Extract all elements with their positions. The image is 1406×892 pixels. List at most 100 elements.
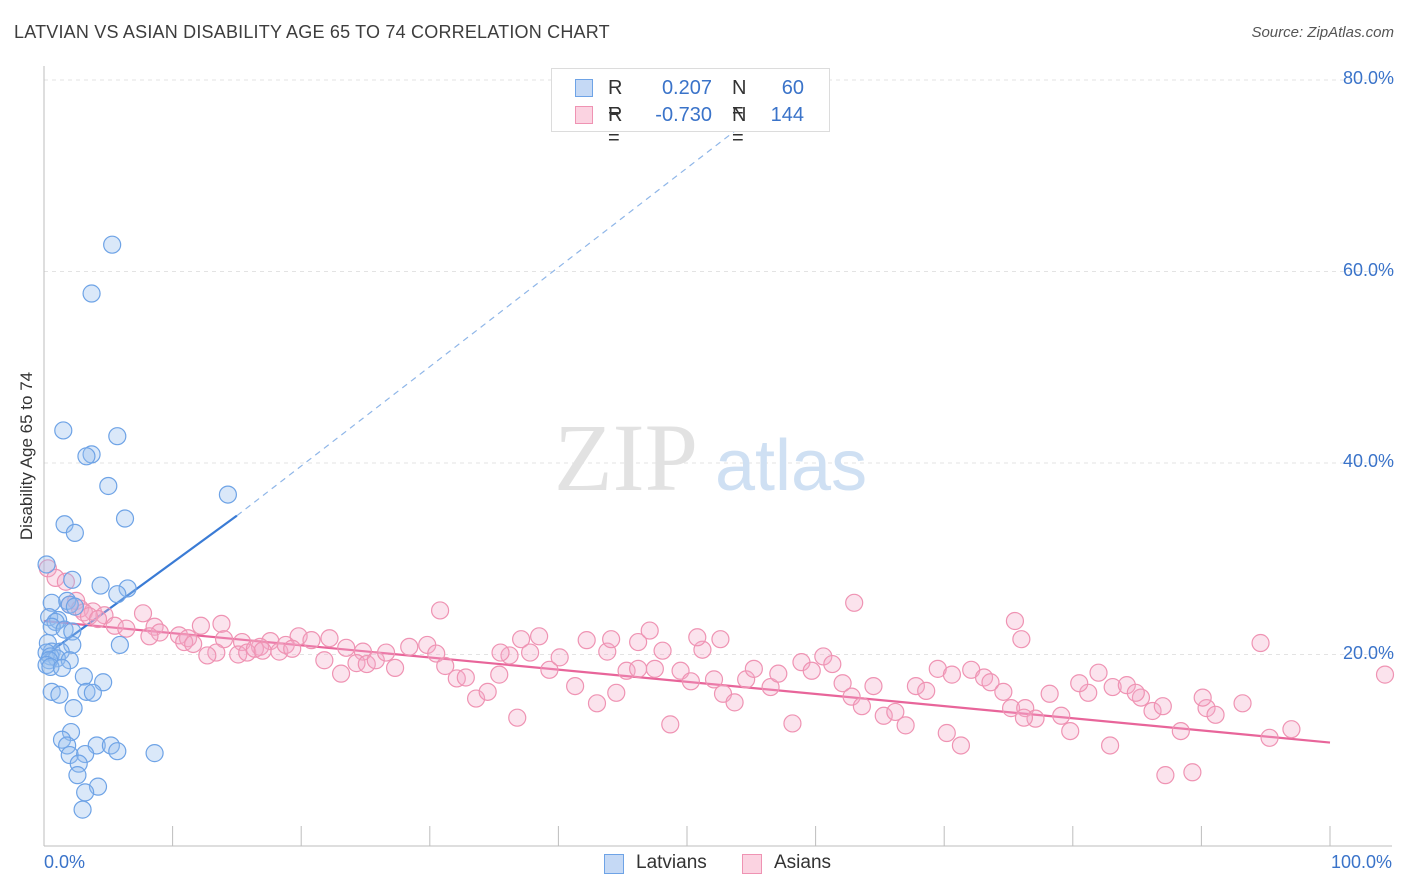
latvians-point (63, 635, 82, 655)
latvians-point (91, 576, 110, 595)
asians-point (400, 637, 419, 656)
asians-point (917, 681, 936, 700)
latvians-point (37, 555, 56, 574)
latvians-point (50, 685, 69, 704)
asians-point (376, 643, 396, 662)
asians-point (456, 668, 475, 687)
asians-point (385, 658, 405, 678)
n-value: 60 (781, 77, 804, 99)
y-tick-label: 80.0% (1342, 68, 1394, 88)
source-label: Source: ZipAtlas.com (1251, 24, 1394, 41)
asians-point (874, 706, 893, 725)
asians-point (302, 631, 321, 650)
asians-point (521, 643, 540, 662)
asians-point (540, 660, 559, 679)
latvians-point (65, 597, 84, 616)
latvians-point (74, 667, 93, 686)
asians-point (896, 716, 915, 735)
asians-point (937, 723, 956, 743)
asians-point (1282, 720, 1301, 739)
asians-point (1061, 721, 1080, 741)
latvians-point (99, 476, 118, 496)
asians-point (1103, 677, 1122, 697)
watermark: ZIP atlas (554, 404, 867, 511)
asians-point (951, 736, 971, 755)
asians-point (645, 659, 664, 678)
asians-point (1233, 694, 1252, 713)
latvians-point (68, 766, 87, 785)
asians-point (704, 670, 724, 689)
asians-point (577, 631, 596, 650)
asians-point (566, 676, 585, 696)
asians-point (1171, 721, 1190, 741)
latvians-point (83, 683, 102, 702)
latvians-swatch (575, 79, 593, 97)
asians-point (587, 694, 607, 713)
asians-point (942, 665, 962, 684)
asians-point (478, 682, 497, 701)
latvians-point (76, 744, 95, 764)
x-tick-min: 0.0% (44, 852, 86, 872)
asians-point (427, 644, 446, 663)
asians-point (1251, 633, 1270, 653)
asians-point (214, 630, 234, 649)
asians-point (783, 714, 802, 733)
asians-point (283, 639, 302, 658)
latvians-point (77, 447, 96, 466)
latvians-point (108, 585, 127, 604)
latvians-point (52, 730, 72, 749)
asians-legend-label: Asians (774, 852, 832, 873)
asians-point (1012, 630, 1031, 649)
asians-point (852, 697, 871, 716)
asians-point (212, 614, 231, 633)
latvians-point (82, 284, 101, 303)
x-tick-max: 100.0% (1330, 852, 1392, 872)
asians-point (105, 616, 124, 635)
asians-point (175, 632, 194, 652)
asians-point (802, 661, 821, 680)
asians-point (823, 654, 842, 674)
r-value: -0.730 (655, 104, 712, 126)
y-tick-label: 60.0% (1342, 259, 1394, 280)
latvians-point (108, 427, 127, 446)
asians-point (845, 593, 864, 612)
grid-lines (44, 79, 1392, 655)
y-tick-label: 20.0% (1342, 642, 1394, 663)
latvians-point (110, 635, 129, 655)
asians-point (430, 601, 450, 620)
asians-point (640, 621, 659, 640)
asians-point (1014, 708, 1034, 727)
asians-point (886, 702, 905, 722)
asians-point (688, 628, 707, 647)
data-points (37, 235, 1395, 819)
latvians-point (49, 610, 68, 630)
y-axis-label: Disability Age 65 to 74 (17, 371, 36, 541)
asians-point (198, 646, 217, 665)
axes (43, 66, 1392, 847)
asians-point (133, 604, 153, 623)
asians-point (744, 659, 763, 678)
asians-point (833, 674, 852, 693)
latvians-legend-label: Latvians (636, 852, 707, 873)
asians-point (607, 683, 626, 702)
asians-point (229, 645, 248, 664)
asians-point (1052, 706, 1071, 725)
asians-point (1260, 728, 1279, 747)
asians-point (653, 641, 672, 660)
asians-point (864, 676, 883, 696)
asians-point (56, 572, 75, 591)
asians-point (508, 708, 527, 727)
latvians-point (103, 235, 122, 254)
asians-point (253, 641, 272, 660)
asians-point (261, 631, 280, 651)
asians-point (629, 632, 648, 652)
latvians-point (52, 658, 72, 678)
asians-point (1005, 611, 1025, 631)
asians-point (769, 664, 788, 683)
asians-point (1089, 663, 1108, 682)
latvians-legend-swatch (604, 854, 624, 874)
asians-point (1126, 683, 1145, 702)
asians-point (366, 651, 385, 670)
asians-legend-swatch (742, 854, 762, 874)
asians-point (1040, 684, 1059, 703)
